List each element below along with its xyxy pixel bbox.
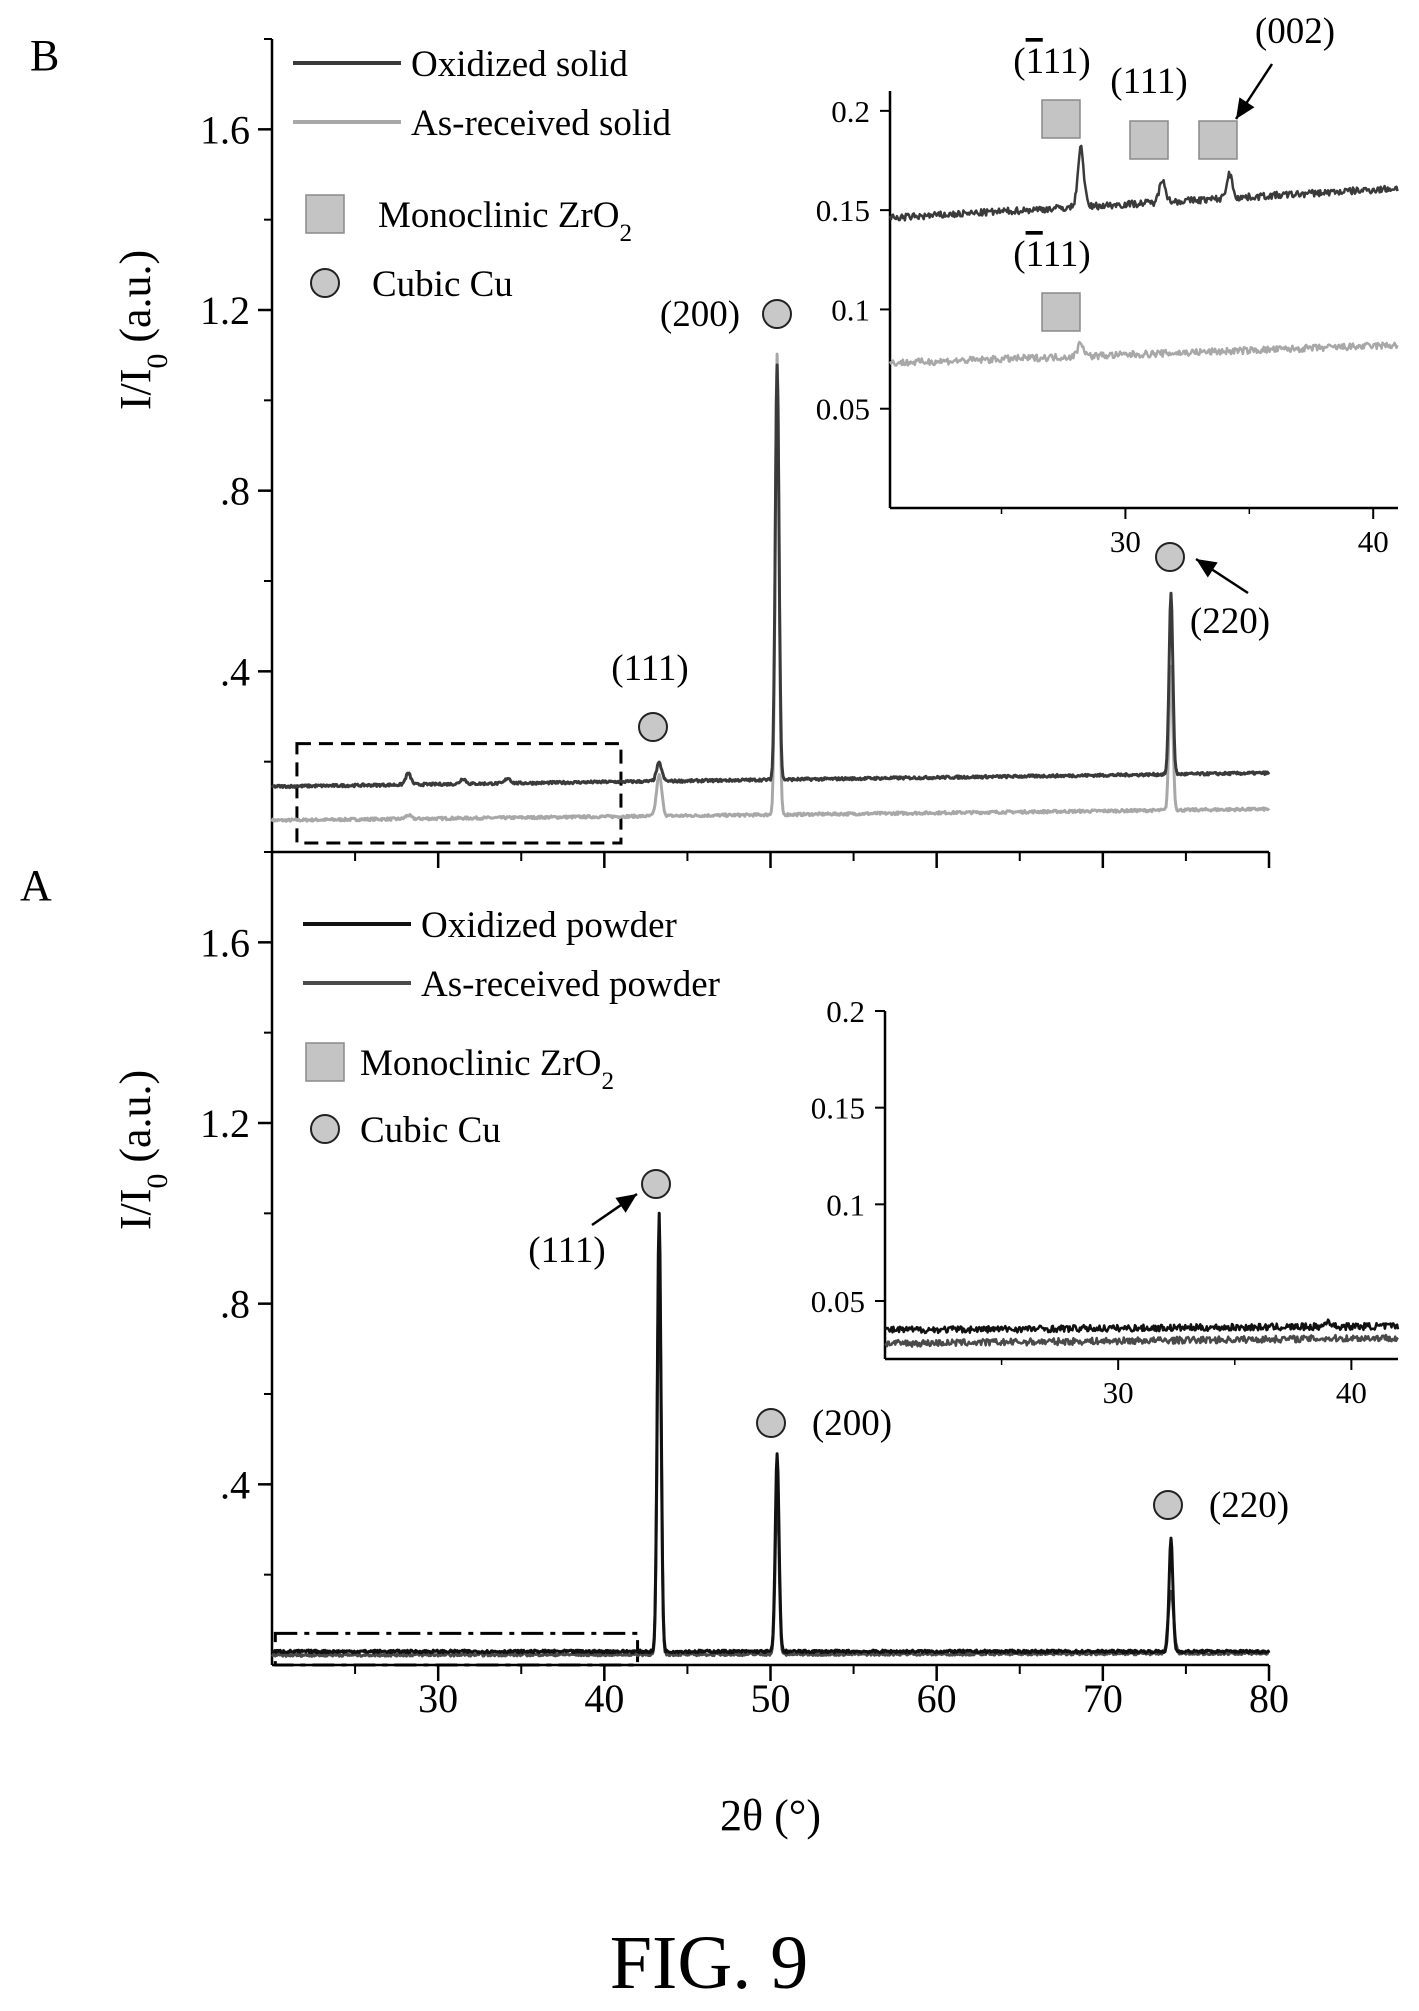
- inset-series-line: [883, 1318, 1400, 1335]
- series-line: [270, 1245, 1270, 1658]
- series-line: [270, 1211, 1271, 1655]
- peak-arrow: [591, 1192, 638, 1227]
- y-ticks: .4 .8 1.2 1.6: [200, 38, 272, 763]
- panel-letter: B: [30, 31, 59, 80]
- y-tick-label: .8: [220, 469, 250, 514]
- legend-label: Oxidized solid: [411, 44, 628, 85]
- marker-legend-label: Monoclinic ZrO2: [378, 195, 632, 247]
- zro2-peak-marker: [1041, 292, 1081, 332]
- y-tick-label: .8: [220, 1282, 250, 1327]
- x-tick-label: 60: [917, 1676, 957, 1721]
- x-tick-label: 80: [1249, 1676, 1289, 1721]
- arrow-head: [615, 1194, 637, 1213]
- y-tick-label: .4: [220, 649, 250, 694]
- zro2-peak-marker: [1198, 120, 1238, 160]
- inset-x-tick-label: 40: [1336, 1375, 1367, 1410]
- peak-label: (200): [812, 1403, 892, 1444]
- peak-label: (111): [528, 1230, 605, 1271]
- inset-a: 0.05 0.1 0.15 0.2 30 40: [811, 994, 1400, 1410]
- x-ticks: 30 40 50 60 70 80: [354, 852, 1289, 1721]
- cubic-cu-marker: [310, 1114, 340, 1144]
- inset-peak-label: (111): [1013, 41, 1090, 82]
- marker-legend-label: Cubic Cu: [372, 264, 513, 305]
- marker-legend-label: Monoclinic ZrO2: [360, 1043, 614, 1095]
- y-ticks: .4 .8 1.2 1.6: [200, 851, 272, 1576]
- x-tick-label: 30: [418, 1676, 458, 1721]
- cu-peak-marker: [1153, 1490, 1183, 1520]
- y-axis-label: I/I0 (a.u.): [111, 1070, 174, 1230]
- y-tick-label: 1.2: [200, 288, 250, 333]
- inset-peak-label: (002): [1255, 11, 1335, 52]
- inset-y-tick-label: 0.05: [811, 1284, 865, 1319]
- peak-label: (220): [1190, 601, 1270, 642]
- monoclinic-zro2-marker: [305, 194, 345, 234]
- arrow-head: [1196, 559, 1218, 578]
- series-line: [270, 352, 1271, 823]
- inset-y-tick-label: 0.2: [831, 94, 870, 129]
- inset-y-tick-label: 0.05: [816, 392, 870, 427]
- peak-label: (111): [611, 648, 688, 689]
- cu-peak-marker: [638, 712, 668, 742]
- zoom-region-box: [295, 742, 623, 845]
- inset-x-tick-label: 40: [1358, 524, 1389, 559]
- x-tick-label: 40: [584, 1676, 624, 1721]
- peak-label: (200): [660, 294, 740, 335]
- x-axis-label: 2θ (°): [720, 1791, 821, 1840]
- cu-peak-marker: [756, 1408, 786, 1438]
- arrow-head: [1236, 97, 1255, 119]
- panel-a: A .4 .8 1.2 1.6 I/I0 (a.u.) Oxidized powder As-…: [20, 851, 1289, 1667]
- figure-caption: FIG. 9: [610, 1921, 808, 2005]
- inset-series-line: [888, 144, 1399, 222]
- marker-legend-label: Cubic Cu: [360, 1110, 501, 1151]
- inset-peak-label: (111): [1110, 61, 1187, 102]
- y-axis-label: I/I0 (a.u.): [111, 250, 174, 410]
- peak-arrow: [1234, 63, 1274, 120]
- inset-y-tick-label: 0.2: [826, 994, 865, 1029]
- inset-x-tick-label: 30: [1103, 1375, 1134, 1410]
- inset-y-tick-label: 0.15: [811, 1091, 865, 1126]
- x-tick-label: 70: [1083, 1676, 1123, 1721]
- panel-letter: A: [20, 861, 52, 910]
- y-tick-label: 1.6: [200, 920, 250, 965]
- legend-label: As-received powder: [421, 964, 720, 1005]
- legend: Oxidized powder As-received powder: [303, 905, 720, 1005]
- cubic-cu-marker: [310, 268, 340, 298]
- inset-series-line: [884, 1333, 1399, 1348]
- series-line: [270, 363, 1271, 790]
- inset-y-tick-label: 0.1: [831, 292, 870, 327]
- cu-peak-marker: [762, 299, 792, 329]
- marker-legend: Monoclinic ZrO2 Cubic Cu: [305, 194, 632, 305]
- peak-arrow: [1195, 557, 1249, 595]
- inset-b: 0.05 0.1 0.15 0.2 30 40 (111) (111) (002) (111): [816, 11, 1399, 559]
- legend-label: As-received solid: [411, 103, 671, 144]
- legend-label: Oxidized powder: [421, 905, 677, 946]
- panel-b: B .4 .8 1.2 1.6 I/I0 (a.u.) Oxidized solid As-r…: [30, 31, 1271, 845]
- marker-legend: Monoclinic ZrO2 Cubic Cu: [305, 1042, 614, 1151]
- inset-y-tick-label: 0.15: [816, 193, 870, 228]
- monoclinic-zro2-marker: [305, 1042, 345, 1082]
- y-tick-label: .4: [220, 1462, 250, 1507]
- inset-series-line: [888, 340, 1399, 367]
- cu-peak-marker: [641, 1169, 671, 1199]
- inset-y-tick-label: 0.1: [826, 1187, 865, 1222]
- legend: Oxidized solid As-received solid: [293, 44, 671, 144]
- x-tick-label: 50: [751, 1676, 791, 1721]
- y-tick-label: 1.6: [200, 107, 250, 152]
- zro2-peak-marker: [1129, 120, 1169, 160]
- peak-label: (220): [1209, 1485, 1289, 1526]
- inset-peak-label: (111): [1013, 234, 1090, 275]
- cu-peak-marker: [1155, 542, 1185, 572]
- inset-x-tick-label: 30: [1110, 524, 1141, 559]
- y-tick-label: 1.2: [200, 1101, 250, 1146]
- zro2-peak-marker: [1041, 99, 1081, 139]
